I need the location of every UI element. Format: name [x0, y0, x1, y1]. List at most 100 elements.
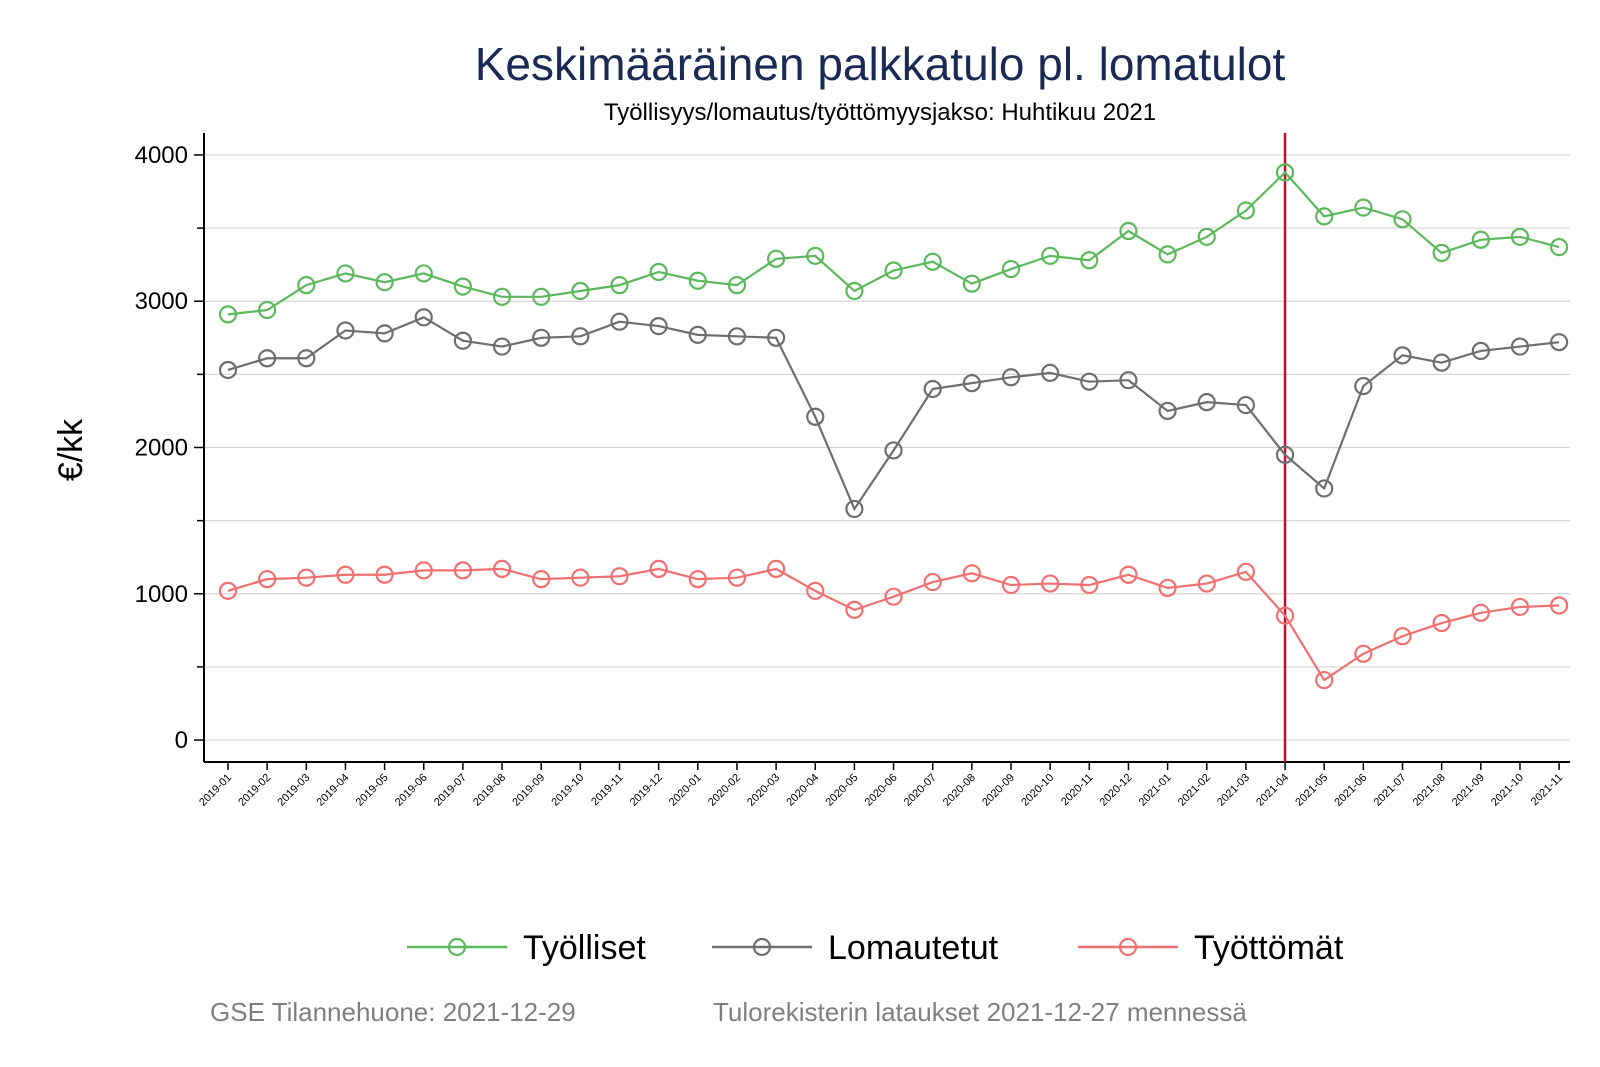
data-point	[375, 565, 394, 584]
data-point	[453, 561, 472, 580]
y-tick-label: 1000	[135, 581, 188, 608]
x-tick-label: 2021-03	[1215, 772, 1252, 809]
data-point	[1393, 627, 1412, 646]
legend-label: Lomautetut	[828, 929, 999, 967]
x-tick-label: 2019-03	[275, 772, 312, 809]
data-point	[218, 581, 238, 600]
data-point	[1315, 207, 1334, 226]
legend-swatch-marker	[1118, 937, 1138, 957]
series-1	[218, 163, 1569, 324]
x-tick-label: 2021-08	[1411, 772, 1448, 809]
data-point	[727, 327, 747, 346]
data-point	[884, 261, 903, 280]
data-point	[610, 276, 629, 295]
data-point	[1354, 376, 1373, 396]
x-tick-label: 2020-08	[941, 772, 978, 809]
data-point	[218, 305, 238, 324]
data-point	[610, 312, 629, 331]
data-point	[1354, 198, 1373, 217]
data-point	[1080, 372, 1099, 391]
y-tick-label: 2000	[135, 435, 188, 462]
data-point	[923, 379, 942, 399]
data-point	[1158, 401, 1177, 421]
x-tick-label: 2020-12	[1098, 772, 1135, 809]
data-point	[297, 568, 316, 587]
data-point	[1471, 603, 1490, 622]
data-point	[414, 264, 433, 283]
data-point	[1432, 613, 1451, 633]
data-point	[1236, 395, 1256, 415]
x-tick-label: 2021-04	[1254, 772, 1291, 809]
data-point	[649, 262, 668, 282]
data-point	[610, 567, 629, 586]
data-point	[492, 559, 512, 579]
data-point	[297, 276, 316, 295]
x-tick-label: 2019-08	[471, 772, 508, 809]
data-point	[962, 564, 981, 583]
x-tick-label: 2019-11	[589, 772, 625, 808]
data-point	[1393, 346, 1412, 365]
x-tick-label: 2019-07	[432, 772, 469, 809]
chart-subtitle: Työllisyys/lomautus/työttömyysjakso: Huh…	[604, 99, 1156, 126]
series-2	[218, 308, 1569, 519]
data-point	[1354, 644, 1373, 663]
data-point	[884, 441, 903, 460]
data-point	[1119, 565, 1138, 584]
data-point	[1549, 333, 1569, 352]
data-point	[1471, 230, 1490, 249]
data-point	[258, 570, 277, 589]
x-tick-label: 2020-10	[1019, 772, 1056, 809]
data-point	[727, 568, 747, 587]
data-point	[375, 324, 394, 343]
data-point	[375, 273, 394, 292]
data-point	[258, 300, 277, 320]
data-point	[1080, 575, 1099, 595]
x-tick-label: 2019-05	[354, 772, 391, 809]
x-tick-label: 2020-05	[823, 772, 860, 809]
x-tick-label: 2021-11	[1529, 772, 1565, 808]
x-tick-label: 2021-07	[1372, 772, 1409, 809]
x-tick-label: 2019-01	[197, 772, 234, 809]
x-tick-label: 2020-06	[863, 772, 900, 809]
x-tick-label: 2021-06	[1332, 772, 1369, 809]
x-tick-label: 2020-01	[667, 772, 704, 809]
legend-label: Työttömät	[1194, 929, 1344, 967]
x-tick-label: 2021-05	[1293, 772, 1330, 809]
data-point	[806, 407, 825, 426]
data-point	[845, 281, 864, 301]
data-point	[1041, 246, 1060, 265]
data-point	[688, 271, 707, 290]
data-point	[336, 565, 355, 584]
legend-item: Työlliset	[407, 929, 646, 967]
y-tick-label: 3000	[135, 288, 188, 315]
data-point	[1393, 210, 1412, 229]
data-point	[884, 587, 903, 606]
series-line	[227, 170, 1560, 316]
data-point	[414, 308, 433, 327]
x-tick-label: 2020-11	[1059, 772, 1095, 808]
data-point	[962, 374, 981, 393]
data-point	[1119, 371, 1138, 390]
data-point	[258, 349, 277, 368]
source-note: GSE Tilannehuone: 2021-12-29	[210, 997, 576, 1027]
data-point	[1549, 596, 1569, 615]
update-note: Tulorekisterin lataukset 2021-12-27 menn…	[713, 997, 1247, 1027]
data-point	[218, 360, 238, 380]
data-point	[1197, 574, 1216, 593]
x-tick-label: 2020-09	[980, 772, 1017, 809]
data-point	[1432, 353, 1451, 372]
data-point	[532, 570, 551, 589]
data-point	[297, 349, 316, 368]
data-point	[1275, 606, 1295, 625]
data-point	[492, 287, 512, 306]
data-point	[962, 274, 981, 293]
x-tick-label: 2020-03	[745, 772, 782, 809]
x-tick-label: 2019-12	[628, 772, 665, 809]
data-point	[845, 600, 864, 619]
y-axis-label: €/kk	[52, 418, 90, 481]
data-point	[1510, 227, 1530, 246]
data-point	[532, 328, 551, 347]
data-point	[336, 264, 355, 283]
series-group	[218, 163, 1569, 690]
